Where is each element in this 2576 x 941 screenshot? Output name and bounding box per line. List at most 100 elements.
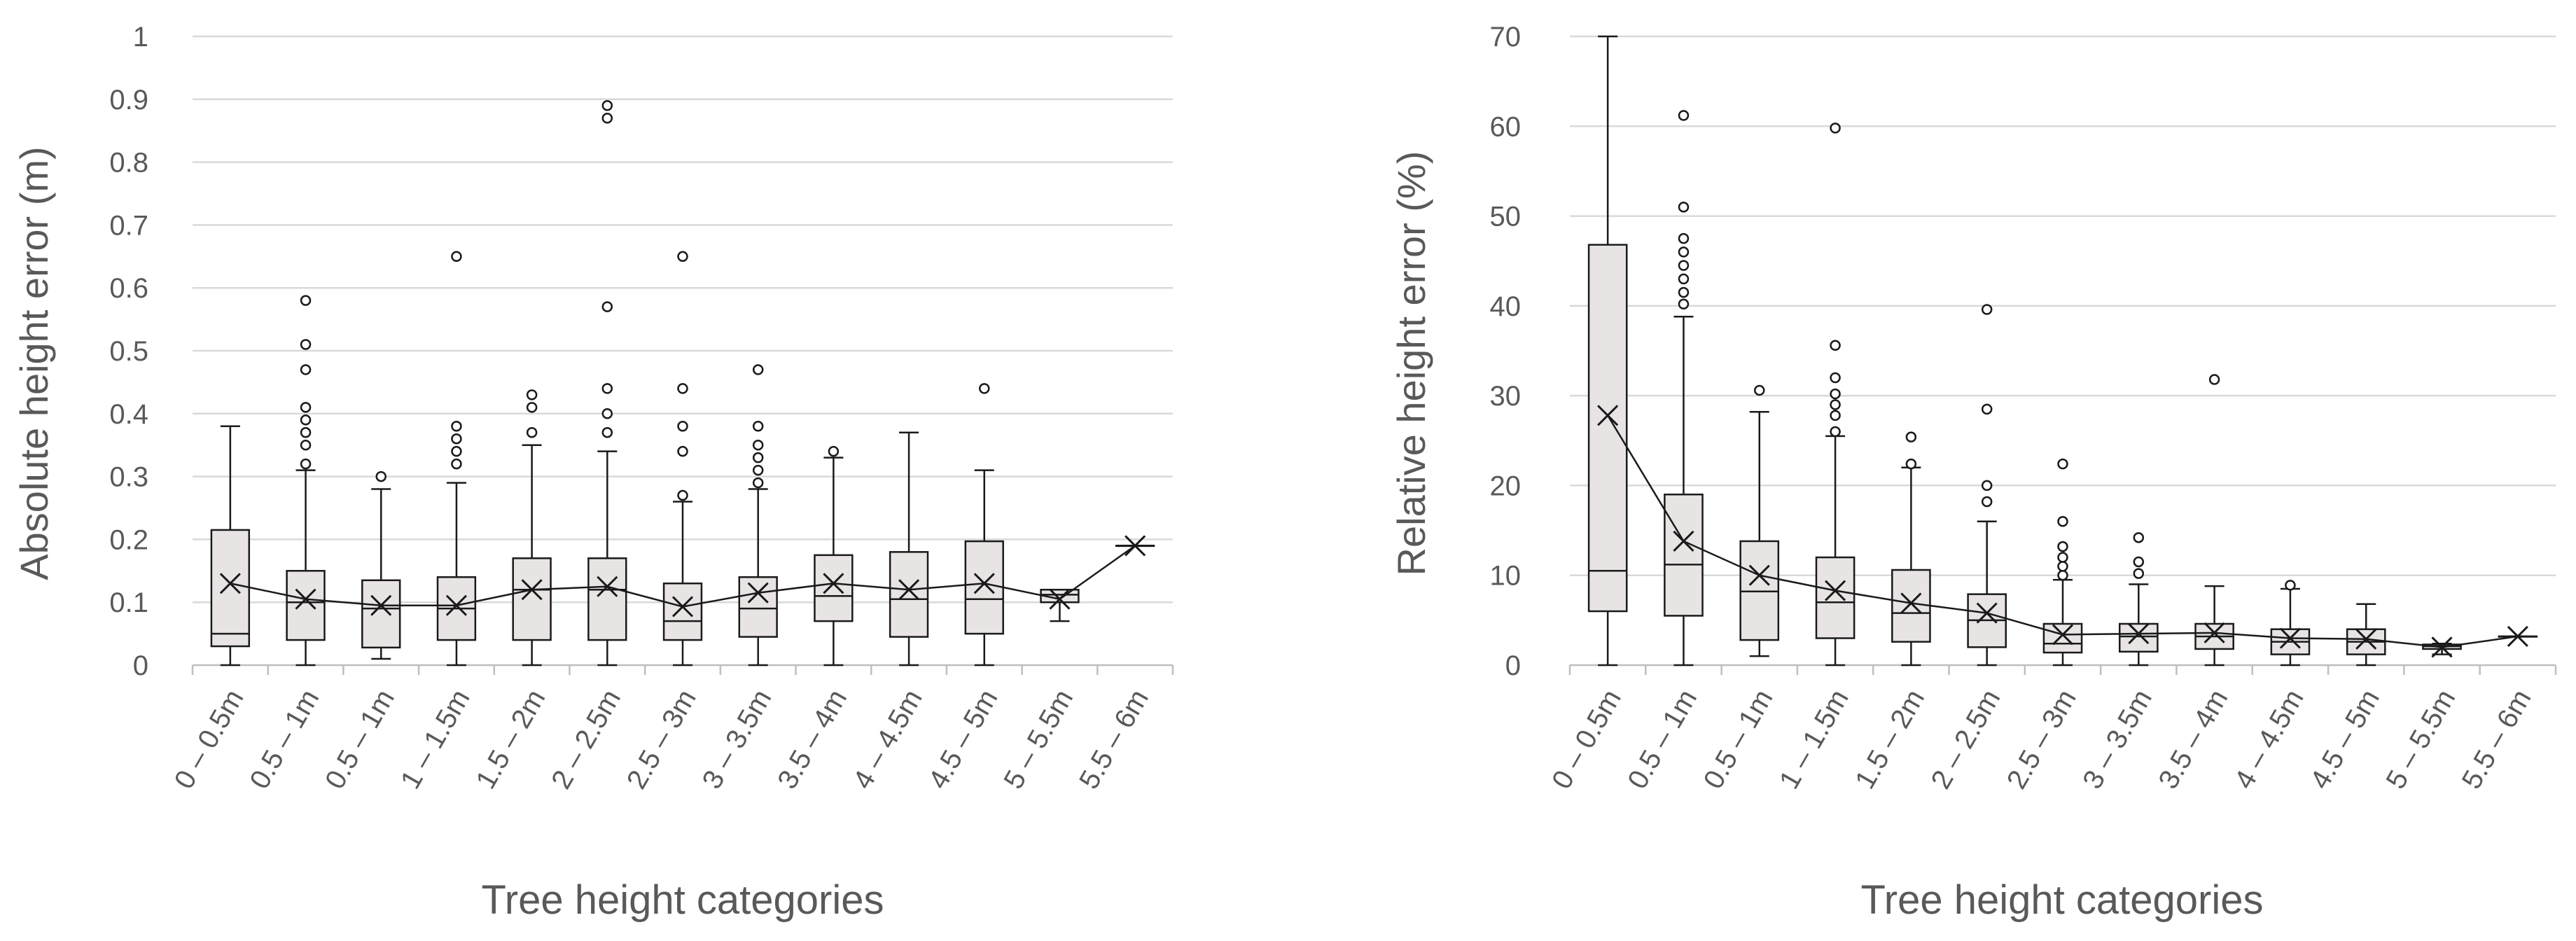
- y-tick-label: 0.7: [109, 210, 148, 241]
- outlier-point: [300, 414, 312, 426]
- mean-marker: [1673, 530, 1694, 552]
- y-tick-label: 50: [1490, 202, 1522, 232]
- outlier-point: [752, 421, 764, 432]
- outlier-point: [677, 383, 688, 394]
- category-label: 0.5 – 1m: [244, 685, 325, 795]
- y-tick-label: 0.2: [109, 524, 148, 555]
- box-6: [587, 100, 627, 667]
- iqr-box: [2042, 622, 2083, 654]
- mean-marker: [747, 582, 769, 604]
- box-8: [738, 364, 778, 667]
- outlier-point: [1905, 458, 1917, 470]
- category-label: 4 – 4.5m: [847, 685, 928, 795]
- outlier-point: [752, 464, 764, 476]
- relative-error-panel: 0 10 20 30 40 50 60 70 Relative height error (%)…: [1389, 22, 2557, 923]
- iqr-box: [738, 576, 778, 638]
- outlier-point: [2057, 541, 2068, 552]
- category-label: 1 – 1.5m: [1774, 685, 1855, 795]
- box-11: [2346, 603, 2386, 667]
- category-label: 4.5 – 5m: [923, 685, 1004, 795]
- outlier-point: [1981, 403, 1993, 415]
- iqr-box: [2118, 622, 2159, 653]
- y-tick-label: 70: [1490, 22, 1522, 53]
- mean-marker: [671, 596, 694, 618]
- category-label: 0 – 0.5m: [1546, 685, 1627, 795]
- outlier-point: [300, 402, 312, 413]
- y-tick-label: 0.1: [109, 587, 148, 618]
- outlier-point: [1830, 372, 1841, 384]
- mean-marker: [1825, 580, 1846, 601]
- box-2: [1664, 110, 1704, 667]
- category-label: 2.5 – 3m: [2001, 685, 2082, 795]
- outlier-point: [979, 383, 990, 394]
- outlier-point: [300, 364, 312, 375]
- y-tick-label: 0.6: [109, 273, 148, 304]
- outlier-point: [451, 445, 462, 457]
- outlier-point: [1678, 260, 1690, 271]
- iqr-box: [1739, 540, 1780, 641]
- outlier-point: [2057, 561, 2068, 572]
- category-label: 0.5 – 1m: [1698, 685, 1779, 795]
- category-label: 3 – 3.5m: [697, 685, 778, 795]
- category-label: 0.5 – 1m: [1622, 685, 1703, 795]
- iqr-box: [361, 579, 401, 649]
- y-tick-label: 0.3: [109, 462, 148, 493]
- y-tick-label: 0.5: [109, 336, 148, 367]
- box-3: [1739, 384, 1780, 657]
- outlier-point: [2208, 374, 2220, 385]
- outlier-point: [677, 445, 688, 457]
- category-label: 5 – 5.5m: [2380, 685, 2461, 795]
- category-label: 2 – 2.5m: [1926, 685, 2007, 795]
- mean-marker: [2203, 622, 2225, 643]
- box-12: [1040, 588, 1080, 622]
- outlier-point: [601, 426, 613, 438]
- outlier-point: [1905, 431, 1917, 442]
- outlier-point: [2133, 556, 2145, 568]
- x-axis-label: Tree height categories: [482, 877, 884, 923]
- outlier-point: [601, 301, 613, 312]
- mean-marker: [2052, 624, 2074, 646]
- y-tick-label: 10: [1490, 561, 1522, 592]
- category-label: 3.5 – 4m: [2152, 685, 2234, 795]
- mean-marker: [2431, 636, 2453, 658]
- outlier-point: [1830, 123, 1841, 134]
- iqr-box: [889, 551, 929, 638]
- category-label: 4 – 4.5m: [2229, 685, 2310, 795]
- outlier-point: [677, 251, 688, 263]
- outlier-point: [375, 470, 387, 482]
- category-label: 5 – 5.5m: [998, 685, 1079, 795]
- iqr-box: [210, 529, 251, 648]
- outlier-point: [300, 426, 312, 438]
- outlier-point: [2057, 552, 2068, 563]
- outlier-point: [1830, 399, 1841, 410]
- outlier-point: [601, 100, 613, 111]
- outlier-point: [1830, 410, 1841, 421]
- outlier-point: [300, 458, 312, 470]
- category-label: 1 – 1.5m: [395, 685, 476, 795]
- outlier-point: [1981, 480, 1993, 492]
- mean-marker: [1049, 588, 1071, 610]
- iqr-box: [1664, 494, 1704, 617]
- y-tick-label: 20: [1490, 470, 1522, 501]
- mean-marker: [973, 573, 995, 594]
- box-9: [814, 445, 854, 667]
- mean-marker: [597, 576, 618, 597]
- category-label: 2.5 – 3m: [621, 685, 702, 795]
- mean-marker: [1597, 405, 1619, 426]
- outlier-point: [1830, 340, 1841, 351]
- category-label: 4.5 – 5m: [2304, 685, 2386, 795]
- outlier-point: [1830, 426, 1841, 438]
- outlier-point: [1678, 286, 1690, 298]
- outlier-point: [526, 389, 538, 400]
- outlier-point: [1678, 298, 1690, 310]
- y-tick-label: 0.9: [109, 85, 148, 116]
- outlier-point: [1678, 273, 1690, 285]
- y-axis-label: Absolute height error (m): [12, 146, 56, 580]
- outlier-point: [2057, 458, 2068, 470]
- outlier-point: [451, 458, 462, 470]
- box-7: [662, 251, 703, 667]
- mean-marker: [445, 594, 467, 616]
- y-tick-label: 40: [1490, 291, 1522, 322]
- box-5: [1891, 431, 1931, 667]
- category-label: 5.5 – 6m: [1073, 685, 1155, 795]
